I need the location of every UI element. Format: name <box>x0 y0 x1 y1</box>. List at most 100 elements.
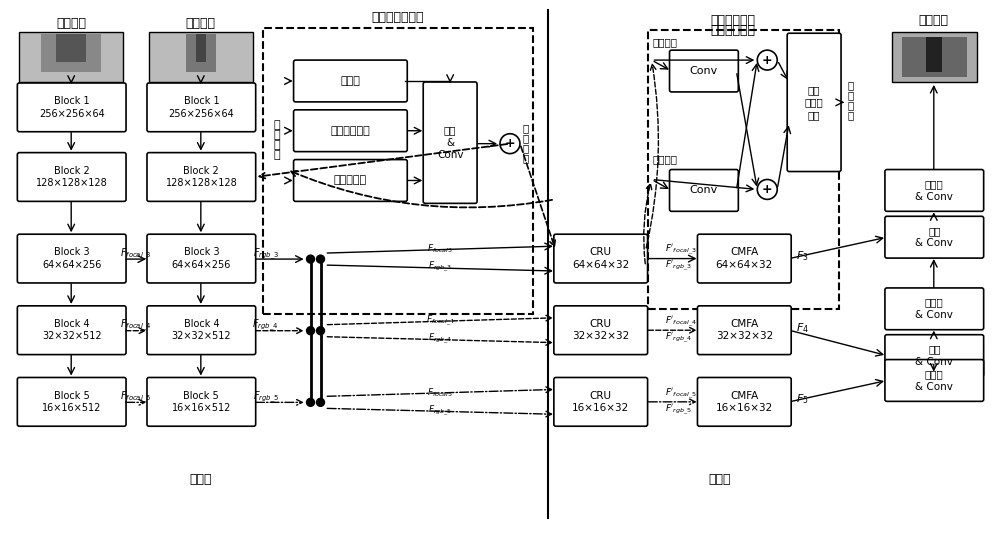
FancyBboxPatch shape <box>17 234 126 283</box>
Text: CMFA
32×32×32: CMFA 32×32×32 <box>716 319 773 341</box>
Text: Conv: Conv <box>690 186 718 195</box>
Polygon shape <box>186 34 216 72</box>
Text: Block 2
128×128×128: Block 2 128×128×128 <box>36 166 108 188</box>
Text: Block 1
256×256×64: Block 1 256×256×64 <box>39 96 105 119</box>
FancyBboxPatch shape <box>17 378 126 426</box>
FancyBboxPatch shape <box>17 153 126 201</box>
Text: 多重图卷积: 多重图卷积 <box>334 176 367 186</box>
Text: 输
出
特
征: 输 出 特 征 <box>523 124 529 164</box>
FancyBboxPatch shape <box>147 378 256 426</box>
Text: CMFA
16×16×32: CMFA 16×16×32 <box>716 391 773 413</box>
Text: 输入特征: 输入特征 <box>652 37 677 47</box>
FancyBboxPatch shape <box>885 288 984 330</box>
Text: $F_{rgb\_3}$: $F_{rgb\_3}$ <box>428 260 452 274</box>
Text: $F_{focal\_3}$: $F_{focal\_3}$ <box>120 247 152 262</box>
Text: Block 1
256×256×64: Block 1 256×256×64 <box>168 96 234 119</box>
Text: $F_{focal\_4}$: $F_{focal\_4}$ <box>426 313 455 328</box>
Circle shape <box>317 327 324 335</box>
FancyBboxPatch shape <box>19 32 123 82</box>
Text: $F_{focal3}$: $F_{focal3}$ <box>427 243 453 255</box>
Text: 输入特征: 输入特征 <box>652 155 677 165</box>
Text: Block 3
64×64×256: Block 3 64×64×256 <box>172 248 231 270</box>
Text: 短连接: 短连接 <box>340 76 360 86</box>
Text: 上采样
& Conv: 上采样 & Conv <box>915 369 953 391</box>
Polygon shape <box>56 34 86 62</box>
Text: Block 4
32×32×512: Block 4 32×32×512 <box>42 319 102 341</box>
Text: 上采样
& Conv: 上采样 & Conv <box>915 298 953 320</box>
Text: $F'_{rgb\_4}$: $F'_{rgb\_4}$ <box>665 330 692 345</box>
Text: $F_{focal\_4}$: $F_{focal\_4}$ <box>120 318 152 333</box>
Text: 级联
& Conv: 级联 & Conv <box>915 226 953 248</box>
FancyBboxPatch shape <box>147 234 256 283</box>
Text: +: + <box>762 54 773 66</box>
Polygon shape <box>902 37 967 77</box>
Text: 交叉融合模块: 交叉融合模块 <box>711 24 756 37</box>
FancyBboxPatch shape <box>885 335 984 377</box>
FancyBboxPatch shape <box>554 306 648 355</box>
Text: 级联
&
Conv: 级联 & Conv <box>437 125 463 160</box>
Text: $F_{rgb\_4}$: $F_{rgb\_4}$ <box>428 332 452 346</box>
Text: 编码器: 编码器 <box>190 473 212 486</box>
FancyBboxPatch shape <box>670 170 738 211</box>
Text: $F'_{focal\_5}$: $F'_{focal\_5}$ <box>665 386 696 401</box>
FancyBboxPatch shape <box>670 50 738 92</box>
FancyBboxPatch shape <box>423 82 477 203</box>
FancyBboxPatch shape <box>697 306 791 355</box>
Text: $F'_{focal\_3}$: $F'_{focal\_3}$ <box>665 243 696 257</box>
FancyBboxPatch shape <box>554 378 648 426</box>
Text: $F_{focal5}$: $F_{focal5}$ <box>427 386 453 399</box>
FancyBboxPatch shape <box>294 160 407 201</box>
Text: CRU
64×64×32: CRU 64×64×32 <box>572 248 629 270</box>
Text: 焦点堆栈: 焦点堆栈 <box>56 17 86 30</box>
Text: $F'_{rgb\_3}$: $F'_{rgb\_3}$ <box>665 259 692 273</box>
Text: Block 2
128×128×128: Block 2 128×128×128 <box>165 166 237 188</box>
Text: 输
入
特
征: 输 入 特 征 <box>273 120 280 160</box>
Text: 多级
注意力
机制: 多级 注意力 机制 <box>805 85 824 120</box>
Circle shape <box>307 255 315 263</box>
FancyBboxPatch shape <box>294 60 407 102</box>
Text: Block 4
32×32×512: Block 4 32×32×512 <box>172 319 231 341</box>
FancyBboxPatch shape <box>149 32 253 82</box>
Text: $F_{rgb\_5}$: $F_{rgb\_5}$ <box>428 403 452 418</box>
Text: $F_5$: $F_5$ <box>796 393 809 406</box>
FancyBboxPatch shape <box>17 83 126 132</box>
Text: Block 5
16×16×512: Block 5 16×16×512 <box>42 391 101 413</box>
Polygon shape <box>196 34 206 62</box>
Text: $F_{rgb\_5}$: $F_{rgb\_5}$ <box>253 390 279 405</box>
Text: 输
出
特
征: 输 出 特 征 <box>848 80 854 120</box>
FancyBboxPatch shape <box>697 234 791 283</box>
Text: 级联
& Conv: 级联 & Conv <box>915 344 953 367</box>
FancyBboxPatch shape <box>697 378 791 426</box>
Circle shape <box>317 399 324 406</box>
FancyBboxPatch shape <box>885 170 984 211</box>
FancyBboxPatch shape <box>885 360 984 401</box>
Text: $F'_{rgb\_5}$: $F'_{rgb\_5}$ <box>665 402 692 417</box>
Text: $F_3$: $F_3$ <box>796 249 809 263</box>
Text: CRU
16×16×32: CRU 16×16×32 <box>572 391 629 413</box>
FancyBboxPatch shape <box>885 216 984 258</box>
FancyBboxPatch shape <box>787 33 841 171</box>
Text: 预测深度: 预测深度 <box>919 14 949 27</box>
Text: CMFA
64×64×32: CMFA 64×64×32 <box>716 248 773 270</box>
Text: 中心视图: 中心视图 <box>186 17 216 30</box>
Text: 上下文推理单元: 上下文推理单元 <box>372 11 424 24</box>
Text: CRU
32×32×32: CRU 32×32×32 <box>572 319 629 341</box>
Polygon shape <box>41 34 101 72</box>
Text: $F_{rgb\_4}$: $F_{rgb\_4}$ <box>252 318 279 333</box>
Circle shape <box>307 327 315 335</box>
FancyBboxPatch shape <box>147 83 256 132</box>
FancyBboxPatch shape <box>17 306 126 355</box>
FancyBboxPatch shape <box>554 234 648 283</box>
Text: +: + <box>762 183 773 196</box>
Circle shape <box>307 399 315 406</box>
Text: Conv: Conv <box>690 66 718 76</box>
Text: 上采样
& Conv: 上采样 & Conv <box>915 179 953 201</box>
Text: 解码器: 解码器 <box>708 473 731 486</box>
Text: $F_{focal\_5}$: $F_{focal\_5}$ <box>120 390 152 405</box>
Text: Block 3
64×64×256: Block 3 64×64×256 <box>42 248 101 270</box>
Text: $F'_{focal\_4}$: $F'_{focal\_4}$ <box>665 315 696 329</box>
Polygon shape <box>926 37 942 72</box>
Text: Block 5
16×16×512: Block 5 16×16×512 <box>172 391 231 413</box>
FancyBboxPatch shape <box>147 153 256 201</box>
FancyBboxPatch shape <box>147 306 256 355</box>
